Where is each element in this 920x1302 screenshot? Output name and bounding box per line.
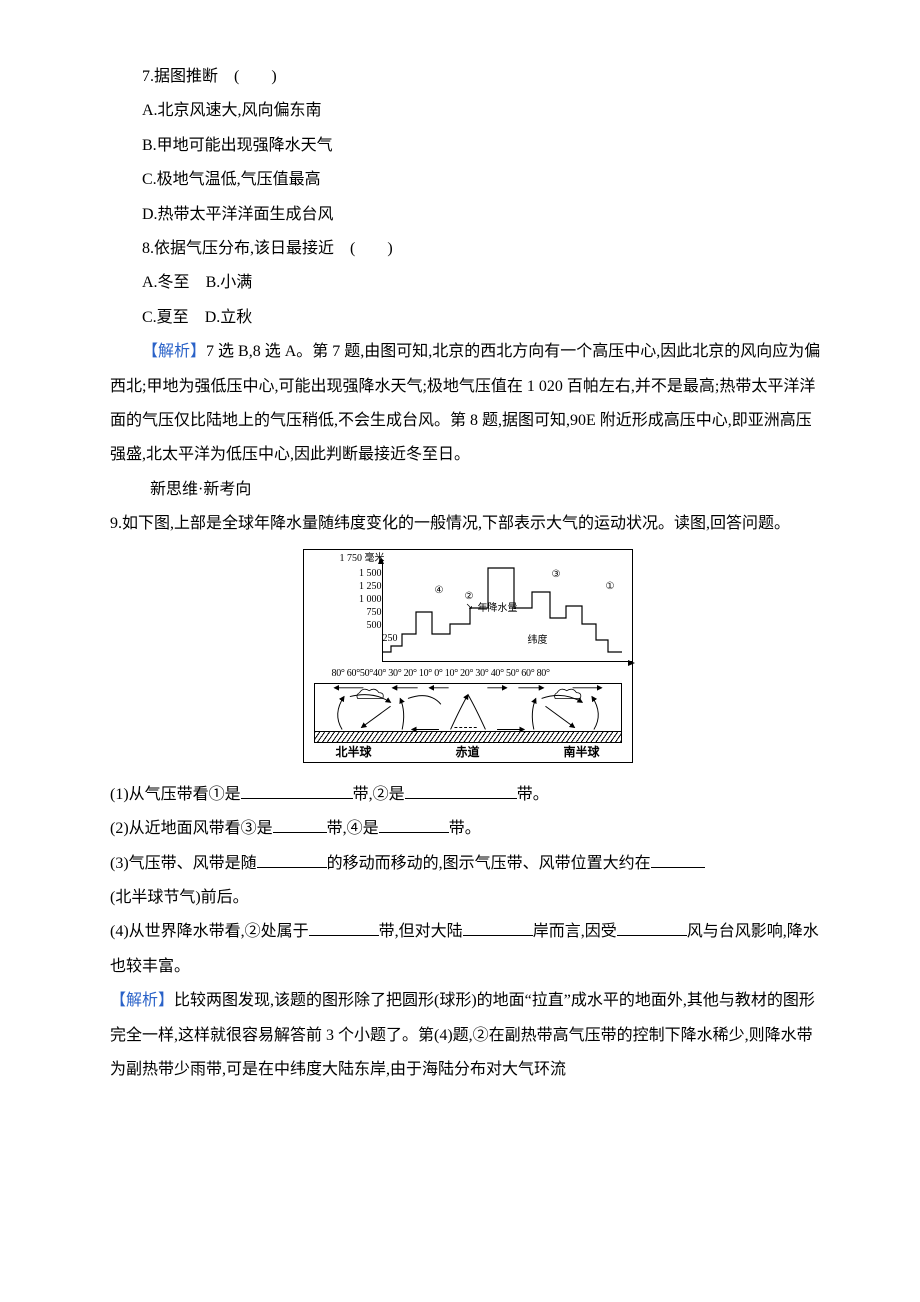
q7-option-b: B.甲地可能出现强降水天气 [110, 129, 825, 163]
q7-option-d: D.热带太平洋洋面生成台风 [110, 198, 825, 232]
section-marker: 新思维·新考向 [110, 473, 825, 507]
ann-xlabel: 纬度 [528, 636, 548, 646]
ann-1: ① [606, 582, 615, 592]
q7-option-c: C.极地气温低,气压值最高 [110, 163, 825, 197]
analysis-2-label: 【解析】 [110, 992, 174, 1009]
blank-3b [651, 851, 705, 868]
ytick-500: 500 [367, 621, 382, 631]
sub1-a: (1)从气压带看①是 [110, 786, 241, 803]
blank-2a [273, 816, 327, 833]
q8-option-b: B.小满 [206, 274, 253, 291]
label-equator: 赤道 [455, 745, 479, 759]
q9-sub4: (4)从世界降水带看,②处属于带,但对大陆岸而言,因受风与台风影响,降水也较丰富… [110, 915, 825, 984]
bottom-labels: 北半球 赤道 南半球 [336, 745, 600, 759]
q9-stem: 9.如下图,上部是全球年降水量随纬度变化的一般情况,下部表示大气的运动状况。读图… [110, 507, 825, 541]
label-north: 北半球 [336, 745, 372, 759]
blank-4c [617, 919, 687, 936]
label-south: 南半球 [563, 745, 599, 759]
analysis-1-body: 7 选 B,8 选 A。第 7 题,由图可知,北京的西北方向有一个高压中心,因此… [110, 343, 820, 463]
sub4-b: 带,但对大陆 [379, 923, 463, 940]
bars-svg [382, 566, 622, 662]
q7-stem: 7.据图推断 ( ) [110, 60, 825, 94]
axis-h-arrow-icon [628, 660, 635, 666]
ground-hatch [315, 731, 621, 742]
sub3-b: 的移动而移动的,图示气压带、风带位置大约在 [327, 855, 651, 872]
ytick-1500: 1 500 [359, 569, 382, 579]
sub3-a: (3)气压带、风带是随 [110, 855, 257, 872]
q8-option-a: A.冬至 [142, 274, 190, 291]
q9-sub3b: (北半球节气)前后。 [110, 881, 825, 915]
q8-stem: 8.依据气压分布,该日最接近 ( ) [110, 232, 825, 266]
blank-1b [405, 782, 517, 799]
q7-option-a: A.北京风速大,风向偏东南 [110, 94, 825, 128]
ann-arrow2-icon: ↘ [466, 602, 474, 611]
axis-v-arrow-icon [378, 557, 384, 564]
blank-4b [463, 919, 533, 936]
chart-precip: 1 750 毫米 1 500 1 250 1 000 750 500 250 ④… [340, 554, 630, 674]
blank-3a [257, 851, 327, 868]
q8-option-c: C.夏至 [142, 309, 189, 326]
analysis-2: 【解析】比较两图发现,该题的图形除了把圆形(球形)的地面“拉直”成水平的地面外,… [110, 984, 825, 1087]
ytick-1250: 1 250 [359, 582, 382, 592]
q9-sub1: (1)从气压带看①是 带,②是 带。 [110, 778, 825, 812]
ytick-750: 750 [367, 608, 382, 618]
blank-1a [241, 782, 353, 799]
figure-box: 1 750 毫米 1 500 1 250 1 000 750 500 250 ④… [303, 549, 633, 762]
sub1-b: 带,②是 [353, 786, 405, 803]
q8-option-d: D.立秋 [205, 309, 253, 326]
sub2-c: 带。 [449, 820, 481, 837]
sub4-a: (4)从世界降水带看,②处属于 [110, 923, 309, 940]
blank-4a [309, 919, 379, 936]
q9-sub2: (2)从近地面风带看③是 带,④是 带。 [110, 812, 825, 846]
blank-2b [379, 816, 449, 833]
ytick-1000: 1 000 [359, 595, 382, 605]
figure-block: 1 750 毫米 1 500 1 250 1 000 750 500 250 ④… [110, 549, 825, 769]
ann-ylabel: 年降水量 [478, 604, 518, 614]
ann-4: ④ [435, 586, 444, 596]
q8-options-ab: A.冬至 B.小满 [110, 266, 825, 300]
sub4-c: 岸而言,因受 [533, 923, 617, 940]
sub1-c: 带。 [517, 786, 549, 803]
sub2-a: (2)从近地面风带看③是 [110, 820, 273, 837]
analysis-1: 【解析】7 选 B,8 选 A。第 7 题,由图可知,北京的西北方向有一个高压中… [110, 335, 825, 473]
q8-options-cd: C.夏至 D.立秋 [110, 301, 825, 335]
ann-3: ③ [552, 570, 561, 580]
analysis-1-label: 【解析】 [142, 343, 206, 360]
analysis-2-body: 比较两图发现,该题的图形除了把圆形(球形)的地面“拉直”成水平的地面外,其他与教… [110, 992, 815, 1078]
air-circulation-diagram [314, 683, 622, 743]
sub2-b: 带,④是 [327, 820, 379, 837]
q9-sub3: (3)气压带、风带是随 的移动而移动的,图示气压带、风带位置大约在 [110, 847, 825, 881]
